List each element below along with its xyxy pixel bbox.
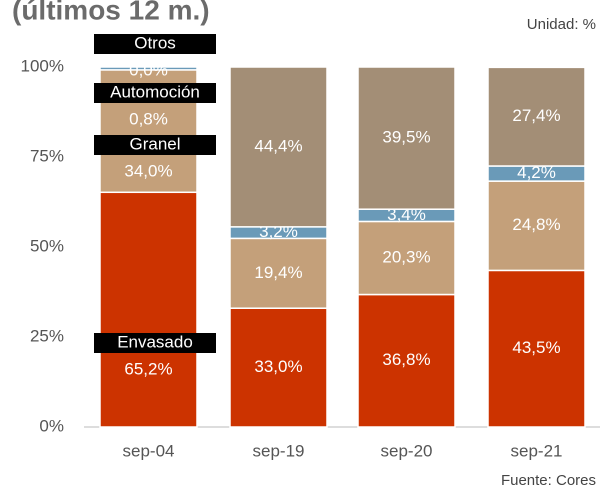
value-label: 34,0% [124,161,172,180]
legend-label: Envasado [117,332,193,351]
legend-box [94,333,216,353]
source-note: Fuente: Cores [501,472,596,489]
value-label: 44,4% [254,136,302,155]
value-label: 20,3% [382,247,430,266]
y-tick-label: 50% [30,236,64,255]
x-tick-label: sep-20 [381,441,433,460]
legend-label: Otros [134,33,176,52]
bar-segment [99,191,198,428]
bar-segment [229,66,328,228]
y-tick-label: 100% [21,56,64,75]
value-label: 33,0% [254,357,302,376]
value-label: 36,8% [382,350,430,369]
bar-segment [99,66,198,71]
bar-segment [357,220,456,296]
value-label: 0,0% [129,60,168,79]
legend-label: Automoción [110,82,200,101]
value-label: 24,8% [512,215,560,234]
bar-segment [229,237,328,309]
x-tick-label: sep-19 [253,441,305,460]
bar-segment [487,66,586,167]
value-label: 27,4% [512,106,560,125]
value-label: 4,2% [517,163,556,182]
value-label: 19,4% [254,263,302,282]
value-label: 65,2% [124,359,172,378]
bar-segment [357,66,456,210]
x-tick-label: sep-21 [511,441,563,460]
legend-box [94,83,216,103]
y-tick-label: 25% [30,326,64,345]
chart-title: (últimos 12 m.) [12,0,210,25]
bar-segment [229,307,328,428]
bar-segment [357,293,456,428]
legend-label: Granel [129,134,180,153]
value-label: 39,5% [382,128,430,147]
bar-segment [487,180,586,272]
y-tick-label: 0% [39,416,64,435]
unit-note: Unidad: % [527,16,596,33]
x-tick-label: sep-04 [123,441,175,460]
y-tick-label: 75% [30,146,64,165]
legend-box [94,34,216,54]
legend-box [94,135,216,155]
value-label: 0,8% [129,109,168,128]
value-label: 43,5% [512,338,560,357]
